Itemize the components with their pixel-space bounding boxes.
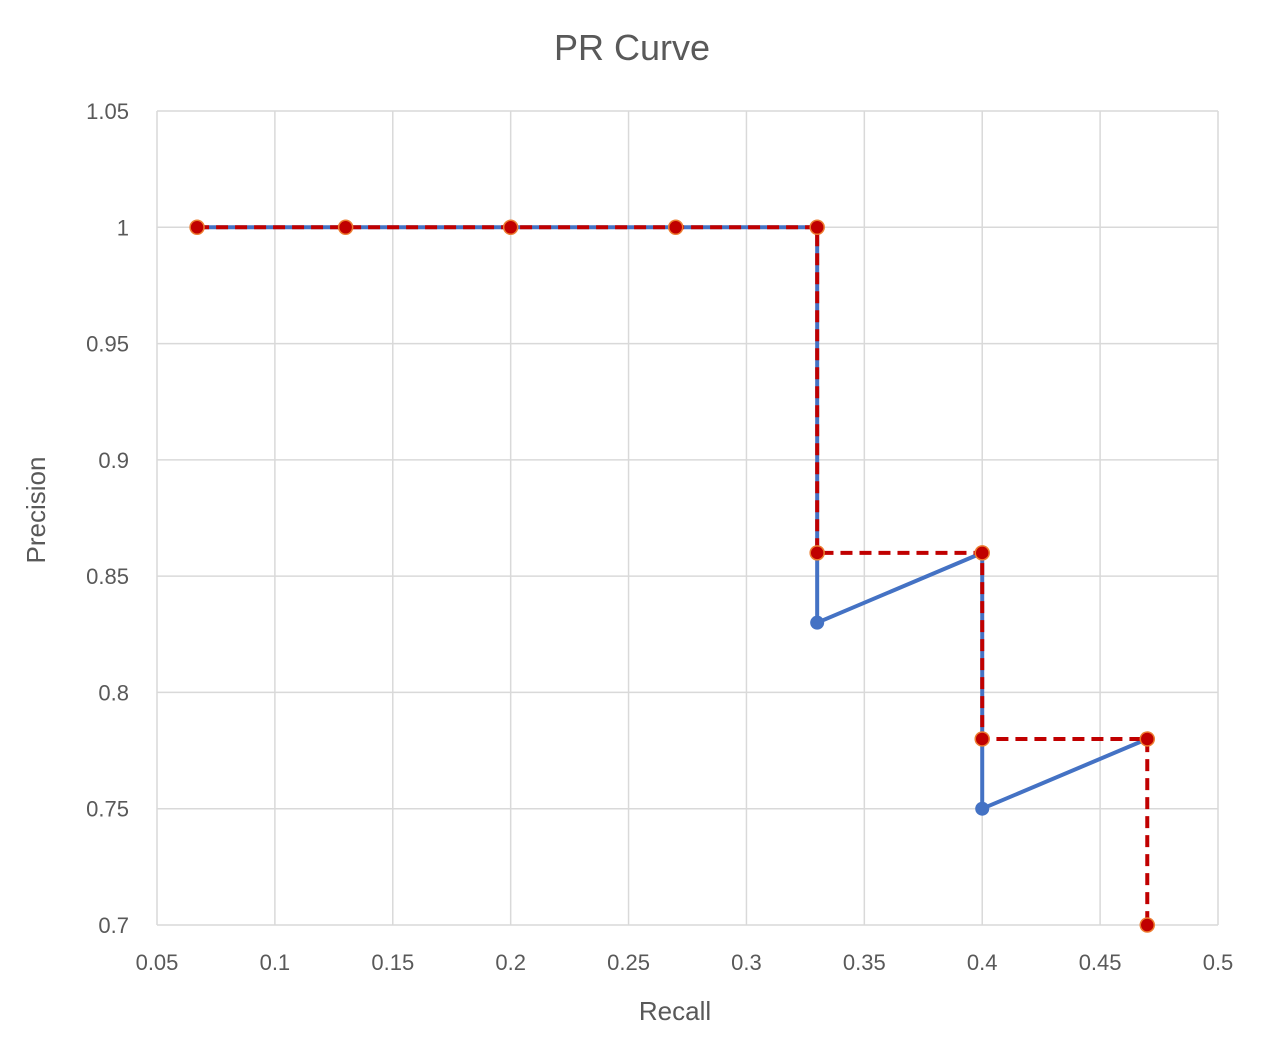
y-tick-label: 0.75 bbox=[86, 797, 129, 822]
series-2-point bbox=[809, 219, 825, 236]
series-2 bbox=[189, 219, 1156, 933]
series-2-line bbox=[197, 225, 1150, 925]
y-tick-label: 0.85 bbox=[86, 564, 129, 589]
series-2-point bbox=[667, 219, 684, 236]
series-layer bbox=[189, 219, 1156, 933]
x-tick-label: 0.25 bbox=[607, 950, 650, 975]
series-1-point bbox=[810, 615, 825, 630]
x-tick-label: 0.15 bbox=[371, 950, 414, 975]
y-tick-label: 0.7 bbox=[98, 913, 129, 938]
x-tick-label: 0.5 bbox=[1203, 950, 1234, 975]
series-2-point bbox=[809, 545, 825, 561]
x-axis-title: Recall bbox=[639, 996, 711, 1026]
series-2-point bbox=[974, 545, 990, 561]
y-tick-label: 0.95 bbox=[86, 332, 129, 357]
y-axis-title: Precision bbox=[21, 457, 51, 564]
y-tick-label: 0.8 bbox=[98, 680, 129, 705]
series-2-point bbox=[502, 219, 519, 236]
x-tick-label: 0.35 bbox=[843, 950, 886, 975]
x-tick-label: 0.4 bbox=[967, 950, 998, 975]
series-1 bbox=[190, 220, 1155, 816]
y-tick-label: 0.9 bbox=[98, 448, 129, 473]
x-tick-label: 0.3 bbox=[731, 950, 762, 975]
x-tick-label: 0.05 bbox=[136, 950, 179, 975]
series-1-line bbox=[197, 225, 1149, 811]
y-tick-label: 1 bbox=[117, 215, 129, 240]
chart-title: PR Curve bbox=[554, 27, 710, 68]
gridlines bbox=[156, 110, 1219, 926]
x-axis-ticks: 0.05 0.1 0.15 0.2 0.25 0.3 0.35 0.4 0.45 0.5 bbox=[136, 950, 1234, 975]
y-tick-label: 1.05 bbox=[86, 99, 129, 124]
x-tick-label: 0.1 bbox=[260, 950, 291, 975]
series-1-point bbox=[975, 801, 990, 816]
series-2-point bbox=[189, 219, 205, 236]
series-2-point bbox=[1139, 917, 1156, 933]
x-tick-label: 0.45 bbox=[1079, 950, 1122, 975]
x-tick-label: 0.2 bbox=[495, 950, 526, 975]
y-axis-ticks: 0.7 0.75 0.8 0.85 0.9 0.95 1 1.05 bbox=[86, 99, 129, 938]
series-2-point bbox=[974, 731, 990, 747]
series-2-point bbox=[1139, 731, 1156, 747]
series-2-point bbox=[337, 219, 354, 236]
